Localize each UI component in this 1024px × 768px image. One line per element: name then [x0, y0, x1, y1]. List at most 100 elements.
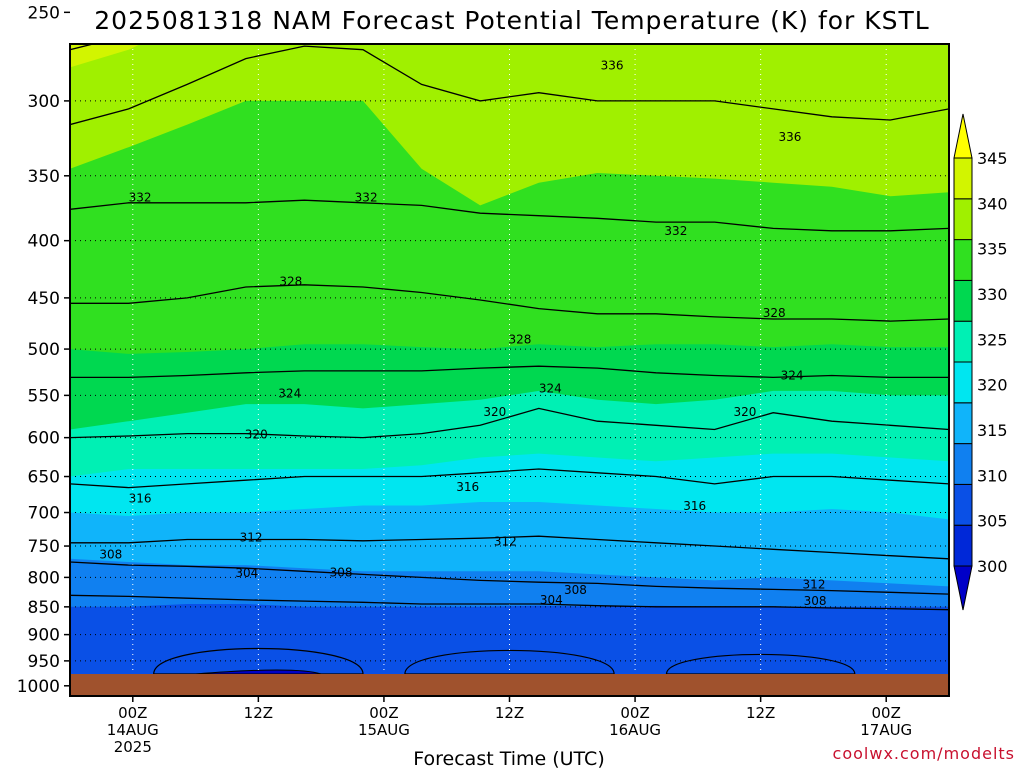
plot-area: 3443443403403363363363323323323283283283… [70, 44, 949, 696]
contour-label: 308 [99, 547, 122, 561]
colorbar-label: 305 [977, 512, 1008, 531]
contour-label: 308 [330, 566, 353, 580]
contour-label: 320 [483, 405, 506, 419]
contour-label: 316 [683, 499, 706, 513]
contour-label: 328 [763, 306, 786, 320]
contour-label: 308 [564, 583, 587, 597]
colorbar-label: 315 [977, 421, 1008, 440]
contour-label: 320 [245, 427, 268, 441]
contour-336 [70, 45, 949, 126]
x-tick-label: 16AUG [609, 721, 661, 739]
color-bands [70, 44, 949, 696]
x-tick-label: 00Z [620, 704, 649, 722]
contour-332 [70, 199, 949, 232]
colorbar-segment [953, 361, 973, 404]
y-tick-label: 500 [28, 340, 60, 360]
y-tick-label: 950 [28, 652, 60, 672]
colorbar-segment [953, 524, 973, 567]
colorbar-segment [953, 279, 973, 322]
x-tick-label: 00Z [118, 704, 147, 722]
contour-label: 320 [733, 405, 756, 419]
colorbar: 300 305 310 315 320 325 330 335 340 345 [953, 113, 1008, 611]
contour-lines [70, 44, 949, 611]
contour-label: 332 [129, 191, 152, 205]
contour-label: 336 [601, 59, 624, 73]
contour-label: 324 [278, 387, 301, 401]
x-tick-label: 12Z [746, 704, 775, 722]
y-tick-label: 900 [28, 626, 60, 646]
y-tick-label: 650 [28, 468, 60, 488]
contour-304 [70, 594, 949, 611]
colorbar-segment [953, 483, 973, 526]
y-tick-label: 800 [28, 568, 60, 588]
x-tick-label: 00Z [872, 704, 901, 722]
x-axis-label: Forecast Time (UTC) [413, 748, 604, 768]
colorbar-label: 340 [977, 194, 1008, 213]
colorbar-label: 300 [977, 557, 1008, 576]
contour-label: 316 [456, 480, 479, 494]
colorbar-label: 325 [977, 330, 1008, 349]
contour-316 [70, 468, 949, 489]
colorbar-segment [953, 443, 973, 485]
contour-308 [70, 561, 949, 595]
y-tick-label: 600 [28, 429, 60, 449]
y-tick-label: 300 [28, 92, 60, 112]
x-tick-label: 14AUG [107, 721, 159, 739]
colorbar-extend-low [953, 565, 973, 611]
colorbar-label: 335 [977, 240, 1008, 259]
colorbar-segment [953, 402, 973, 445]
x-tick-label: 12Z [495, 704, 524, 722]
contour-labels: 3443443403403363363363323323323283283283… [99, 59, 827, 608]
y-tick-label: 1000 [17, 677, 60, 697]
contour-label: 324 [781, 369, 804, 383]
x-tick-label: 17AUG [860, 721, 912, 739]
y-tick-label: 350 [28, 167, 60, 187]
contour-label: 328 [509, 332, 532, 346]
chart-title: 2025081318 NAM Forecast Potential Temper… [94, 6, 929, 35]
y-tick-label: 250 [28, 3, 60, 23]
credit-text: coolwx.com/modelts [833, 744, 1015, 763]
grid-lines [70, 44, 949, 696]
x-tick-label: 15AUG [358, 721, 410, 739]
ground-band [70, 674, 949, 696]
contour-label: 304 [235, 566, 258, 580]
contour-label: 316 [129, 491, 152, 505]
contour-312 [70, 535, 949, 560]
colorbar-extend-high [953, 113, 973, 159]
colorbar-segment [953, 157, 973, 200]
contour-label: 324 [539, 381, 562, 395]
x-tick-label: 2025 [114, 738, 152, 756]
contour-328 [70, 284, 949, 322]
contour-label: 336 [778, 130, 801, 144]
y-tick-label: 550 [28, 386, 60, 406]
contour-label: 308 [804, 594, 827, 608]
colorbar-label: 330 [977, 285, 1008, 304]
contour-label: 304 [540, 593, 563, 607]
x-tick-label: 12Z [244, 704, 273, 722]
y-tick-label: 750 [28, 537, 60, 557]
y-tick-label: 850 [28, 598, 60, 618]
contour-label: 328 [279, 274, 302, 288]
contour-label: 332 [664, 224, 687, 238]
contour-label: 312 [494, 534, 517, 548]
contour-320 [70, 407, 949, 439]
contour-label: 332 [355, 191, 378, 205]
colorbar-segment [953, 239, 973, 281]
colorbar-segment [953, 320, 973, 363]
cool-pool-1 [153, 647, 364, 675]
colorbar-label: 320 [977, 376, 1008, 395]
contour-324 [70, 365, 949, 379]
colorbar-label: 345 [977, 149, 1008, 168]
y-tick-label: 700 [28, 504, 60, 524]
contour-label: 312 [803, 578, 826, 592]
surface-cold-patch-1 [195, 669, 322, 675]
x-tick-label: 00Z [369, 704, 398, 722]
y-tick-label: 400 [28, 232, 60, 252]
contour-label: 312 [240, 531, 263, 545]
y-tick-label: 450 [28, 289, 60, 309]
cool-pool-2 [404, 649, 615, 675]
colorbar-label: 310 [977, 466, 1008, 485]
colorbar-segment [953, 198, 973, 241]
